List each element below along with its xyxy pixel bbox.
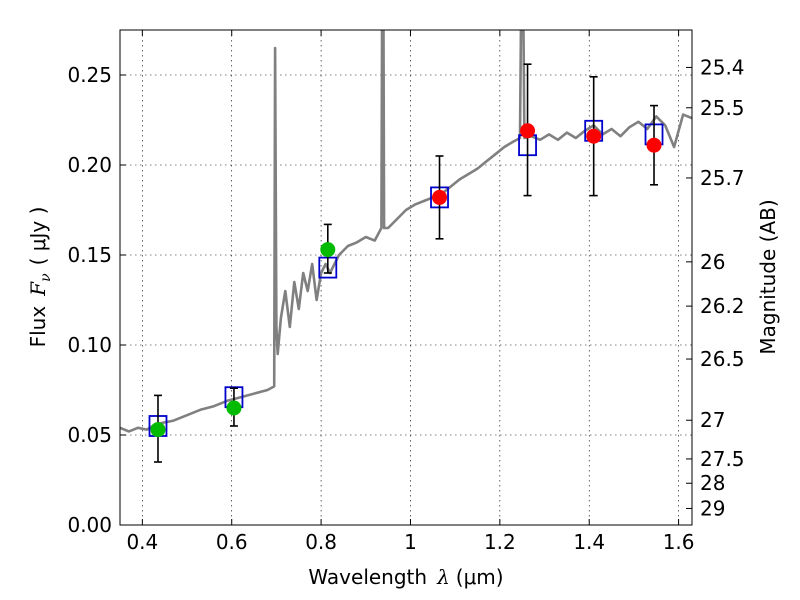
y-tick-label: 0.10 (67, 333, 112, 357)
x-tick-label: 1.4 (573, 530, 605, 554)
y2-tick-label: 29 (700, 496, 725, 520)
y2-tick-label: 25.5 (700, 96, 745, 120)
y-tick-label: 0.20 (67, 153, 112, 177)
x-tick-label: 0.6 (216, 530, 248, 554)
y2-tick-label: 26.2 (700, 294, 745, 318)
y2-axis-label: Magnitude (AB) (756, 199, 780, 354)
y-tick-label: 0.15 (67, 243, 112, 267)
x-tick-label: 0.4 (126, 530, 158, 554)
observed-flux-point (226, 401, 241, 416)
y-axis-label-text: Flux (26, 306, 50, 348)
observed-flux-point (586, 129, 601, 144)
observed-flux-point (647, 138, 662, 153)
y-tick-label: 0.25 (67, 63, 112, 87)
y2-tick-label: 25.4 (700, 55, 745, 79)
x-tick-label: 1 (404, 530, 417, 554)
y-axis-label-subscript: ν (38, 273, 54, 282)
x-axis-label-unit: (μm) (456, 565, 504, 589)
y2-tick-label: 28 (700, 471, 725, 495)
observed-flux-point (520, 123, 535, 138)
y-tick-label: 0.00 (67, 513, 112, 537)
y2-tick-label: 26.5 (700, 347, 745, 371)
y2-tick-label: 26 (700, 250, 725, 274)
observed-flux-point (320, 242, 335, 257)
y2-tick-label: 27 (700, 408, 725, 432)
y2-tick-label: 27.5 (700, 447, 745, 471)
x-tick-label: 1.6 (663, 530, 695, 554)
y-tick-label: 0.05 (67, 423, 112, 447)
y-axis-label-unit: ( μJy ) (26, 207, 50, 266)
x-axis-label-text: Wavelength (308, 565, 427, 589)
x-tick-label: 0.8 (305, 530, 337, 554)
observed-flux-point (150, 422, 165, 437)
x-axis-label: Wavelength λ(μm) (308, 565, 503, 589)
sed-chart: 0.4 0.6 0.8 1 1.2 1.4 1.6 0.00 0.05 0.10 0.15 0.20 0… (0, 0, 800, 600)
x-axis-label-symbol: λ (436, 565, 450, 589)
x-tick-label: 1.2 (484, 530, 516, 554)
y2-tick-label: 25.7 (700, 166, 745, 190)
y-axis-label-symbol: F (26, 281, 50, 297)
observed-flux-point (432, 190, 447, 205)
